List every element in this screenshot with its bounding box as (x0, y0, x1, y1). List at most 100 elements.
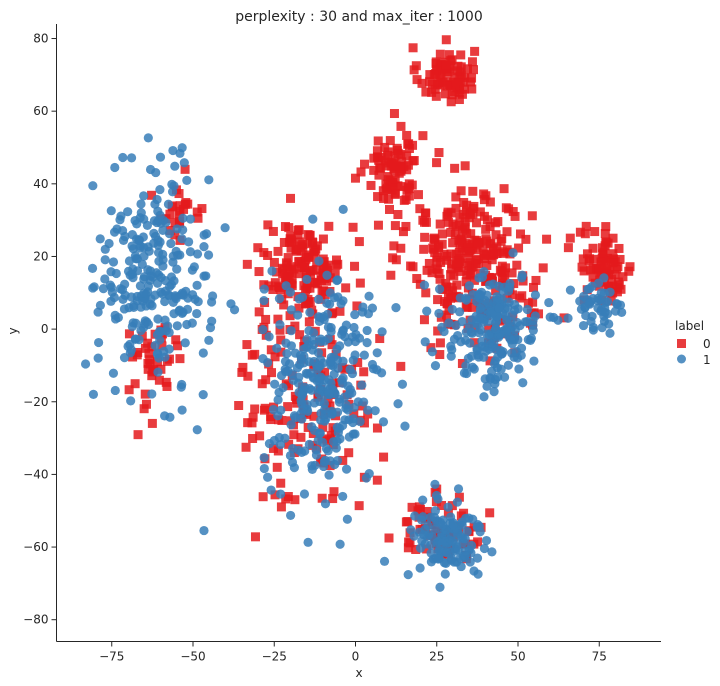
scatter-point-label-0 (454, 220, 464, 230)
scatter-point-label-0 (179, 204, 189, 214)
scatter-point-label-0 (373, 192, 383, 202)
scatter-point-label-1 (457, 316, 467, 327)
scatter-point-label-1 (520, 317, 530, 327)
scatter-point-label-1 (341, 464, 352, 474)
scatter-point-label-0 (485, 356, 495, 366)
legend-title: label (675, 319, 704, 333)
scatter-point-label-1 (545, 312, 555, 322)
scatter-point-label-1 (496, 364, 506, 374)
scatter-point-label-1 (109, 227, 120, 237)
scatter-point-label-1 (226, 299, 236, 309)
scatter-point-label-1 (172, 264, 182, 274)
scatter-point-label-0 (284, 223, 294, 233)
scatter-point-label-0 (402, 130, 412, 140)
scatter-point-label-0 (514, 243, 524, 253)
scatter-point-label-0 (618, 272, 628, 282)
scatter-point-label-0 (588, 264, 598, 274)
scatter-point-label-1 (503, 360, 514, 370)
scatter-point-label-1 (176, 290, 187, 300)
scatter-point-label-1 (163, 199, 174, 209)
scatter-point-label-1 (468, 362, 478, 372)
scatter-point-label-0 (133, 347, 143, 357)
scatter-point-label-0 (263, 250, 273, 260)
scatter-point-label-1 (110, 314, 121, 324)
scatter-point-label-1 (325, 356, 336, 366)
scatter-point-label-1 (278, 382, 288, 393)
scatter-point-label-1 (349, 322, 359, 333)
scatter-point-label-1 (130, 251, 141, 261)
scatter-point-label-0 (431, 57, 441, 67)
scatter-point-label-0 (624, 266, 634, 276)
scatter-point-label-1 (192, 249, 203, 259)
scatter-point-label-0 (154, 375, 164, 385)
scatter-point-label-0 (482, 260, 492, 270)
scatter-point-label-1 (309, 398, 319, 408)
scatter-point-label-1 (308, 214, 318, 224)
scatter-point-label-0 (293, 230, 303, 240)
scatter-point-label-0 (431, 91, 441, 101)
scatter-point-label-0 (328, 494, 338, 504)
scatter-point-label-1 (154, 326, 165, 337)
scatter-point-label-0 (409, 156, 419, 166)
scatter-point-label-0 (538, 263, 548, 273)
scatter-point-label-1 (426, 548, 436, 558)
scatter-point-label-1 (605, 287, 615, 297)
scatter-point-label-0 (467, 84, 477, 94)
scatter-point-label-0 (373, 220, 383, 230)
scatter-point-label-0 (147, 418, 157, 428)
scatter-point-label-1 (220, 223, 230, 233)
scatter-point-label-0 (454, 95, 464, 105)
scatter-point-label-0 (253, 243, 263, 253)
scatter-point-label-0 (237, 367, 247, 377)
scatter-point-label-1 (427, 347, 437, 357)
scatter-point-label-1 (179, 158, 189, 168)
scatter-point-label-0 (473, 238, 483, 248)
scatter-point-label-1 (342, 514, 352, 524)
scatter-point-label-0 (291, 244, 301, 254)
scatter-point-label-0 (383, 175, 393, 185)
scatter-point-label-0 (422, 506, 432, 516)
scatter-point-label-1 (336, 299, 346, 309)
scatter-point-label-1 (332, 344, 342, 354)
scatter-point-label-0 (441, 60, 451, 70)
scatter-point-label-0 (250, 404, 260, 414)
scatter-point-label-1 (185, 247, 196, 257)
scatter-point-label-0 (419, 315, 429, 325)
scatter-point-label-1 (516, 350, 526, 361)
scatter-point-label-1 (108, 368, 119, 378)
scatter-point-label-0 (301, 285, 311, 295)
scatter-point-label-0 (298, 239, 308, 249)
scatter-point-label-1 (115, 215, 125, 225)
scatter-point-label-0 (281, 379, 291, 389)
scatter-point-label-0 (612, 287, 622, 297)
scatter-point-label-0 (452, 249, 462, 259)
scatter-point-label-0 (261, 375, 271, 385)
scatter-point-label-0 (469, 275, 479, 285)
scatter-point-label-0 (408, 262, 418, 272)
scatter-point-label-0 (427, 87, 437, 97)
scatter-point-label-0 (468, 65, 478, 75)
scatter-point-label-1 (315, 428, 325, 438)
scatter-point-label-0 (411, 544, 421, 554)
scatter-point-label-1 (599, 273, 609, 283)
scatter-point-label-0 (141, 399, 151, 409)
scatter-point-label-0 (531, 275, 541, 285)
scatter-point-label-1 (581, 310, 591, 321)
scatter-point-label-0 (451, 203, 461, 213)
scatter-point-label-0 (143, 338, 153, 348)
scatter-point-label-1 (425, 512, 435, 522)
scatter-point-label-1 (282, 349, 292, 359)
scatter-point-label-0 (590, 227, 600, 237)
scatter-point-label-0 (243, 371, 253, 381)
scatter-point-label-0 (242, 340, 252, 350)
scatter-point-label-1 (492, 295, 502, 305)
scatter-point-label-0 (437, 229, 447, 239)
scatter-point-label-1 (259, 295, 269, 306)
scatter-point-label-0 (448, 238, 458, 248)
scatter-point-label-1 (302, 342, 312, 352)
legend-label-0: 0 (703, 337, 711, 351)
scatter-point-label-1 (435, 582, 445, 592)
scatter-point-label-0 (241, 442, 251, 452)
scatter-point-label-0 (453, 78, 463, 88)
